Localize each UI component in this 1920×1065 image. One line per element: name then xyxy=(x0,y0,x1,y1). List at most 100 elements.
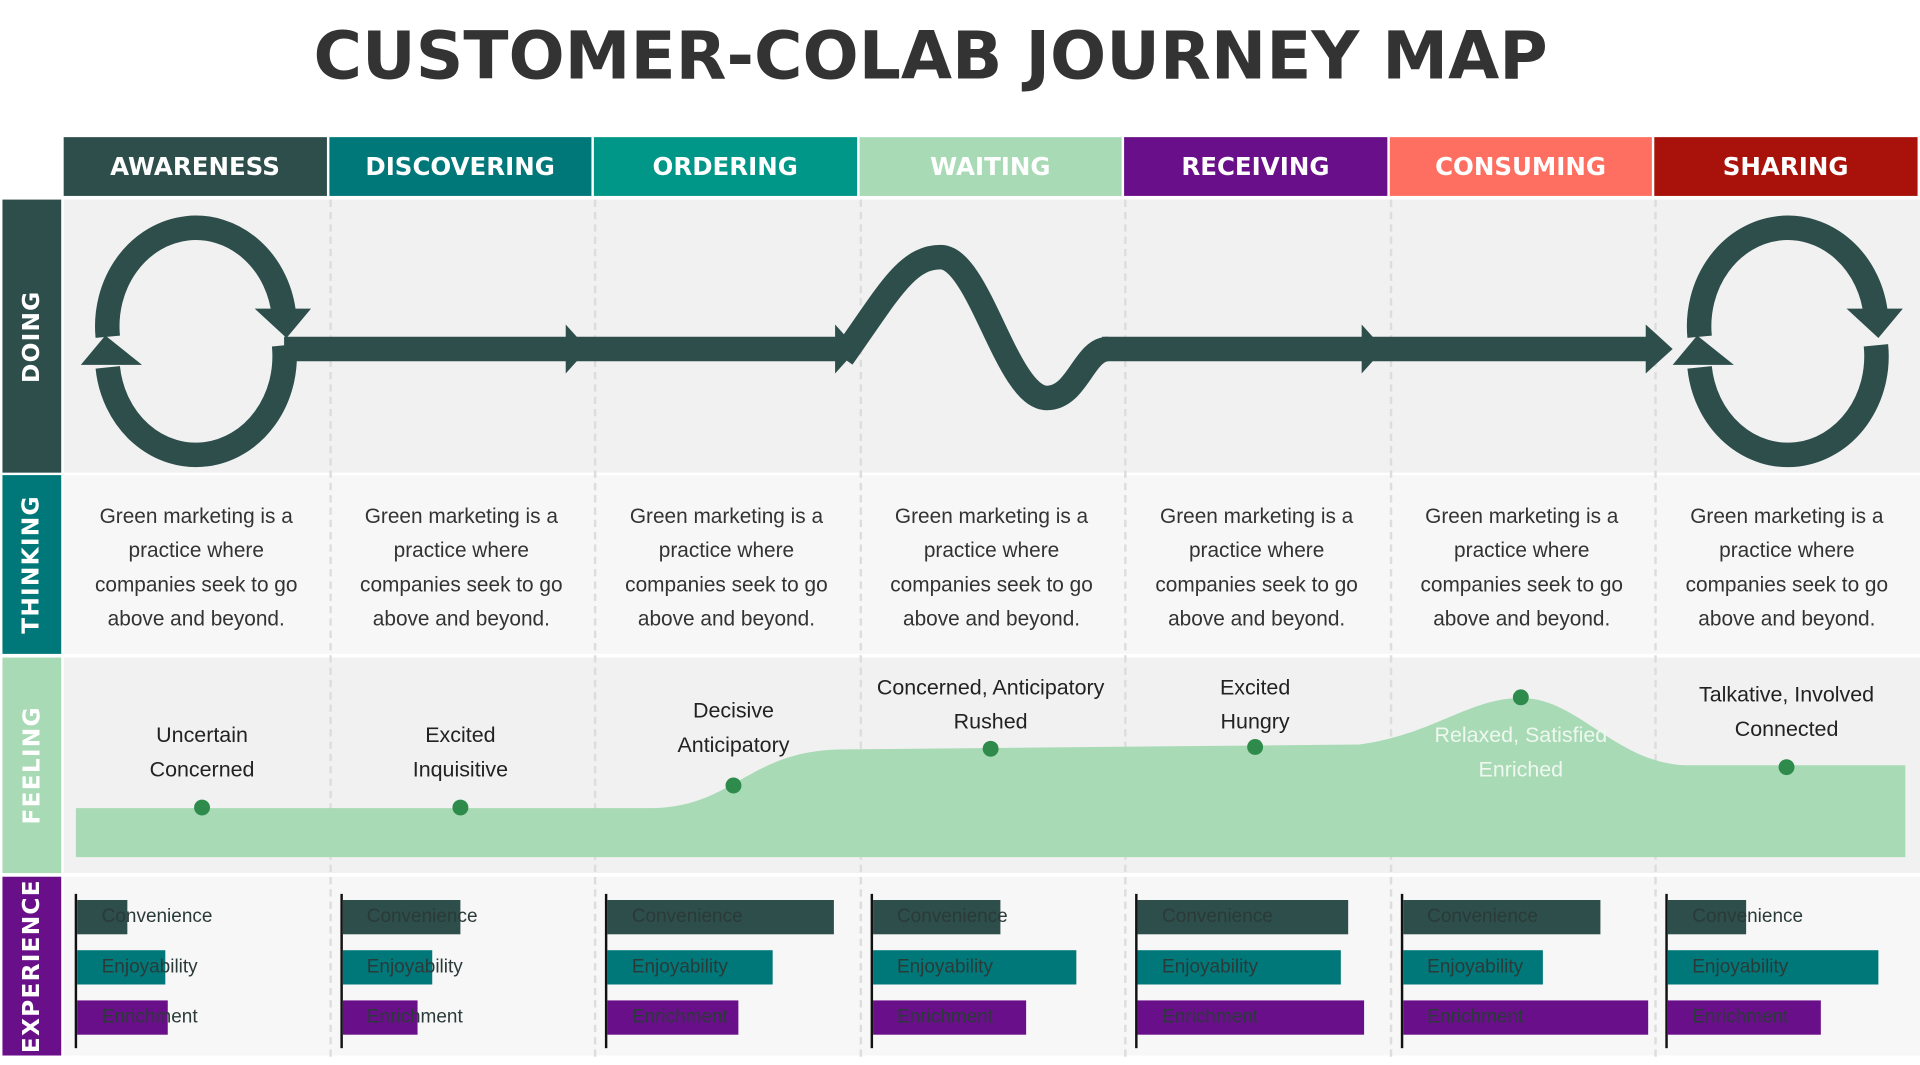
column-divider xyxy=(858,199,862,1057)
thinking-text: Green marketing is a practice where comp… xyxy=(1420,504,1623,631)
experience-bar-enjoyability xyxy=(342,950,433,985)
stage-header-consuming: CONSUMING xyxy=(1389,137,1652,196)
column-divider xyxy=(328,199,332,1057)
stage-header-waiting: WAITING xyxy=(858,137,1122,196)
experience-bar-enjoyability xyxy=(607,950,774,985)
arrowhead-icon xyxy=(254,308,312,338)
stage-header-ordering: ORDERING xyxy=(593,137,857,196)
experience-bars: Convenience Enjoyability Enrichment xyxy=(1135,893,1388,1049)
feeling-label: Decisive Anticipatory xyxy=(599,693,868,762)
loop-arc-top-left xyxy=(95,215,297,338)
experience-bars: Convenience Enjoyability Enrichment xyxy=(1665,893,1918,1049)
feeling-point xyxy=(1778,759,1795,776)
experience-bar-label: Enjoyability xyxy=(1692,956,1789,978)
feeling-line-2: Hungry xyxy=(1220,708,1290,734)
thinking-text: Green marketing is a practice where comp… xyxy=(890,504,1093,631)
arrowhead-icon xyxy=(565,324,588,374)
experience-bar-label: Enjoyability xyxy=(631,956,728,978)
feeling-label: Excited Inquisitive xyxy=(326,718,595,787)
experience-bar-enjoyability xyxy=(77,950,166,985)
experience-bar-label: Convenience xyxy=(1427,906,1538,927)
column-divider xyxy=(593,199,597,1057)
feeling-line-1: Uncertain xyxy=(156,722,248,747)
thinking-text: Green marketing is a practice where comp… xyxy=(94,504,298,631)
feeling-label: Uncertain Concerned xyxy=(67,718,336,787)
arrowhead-icon xyxy=(80,335,143,365)
feeling-label: Talkative, Involved Connected xyxy=(1652,677,1920,746)
page-title: CUSTOMER-COLAB JOURNEY MAP xyxy=(313,17,1548,95)
experience-bar-convenience xyxy=(1667,900,1746,935)
experience-bar-label: Convenience xyxy=(1692,906,1804,927)
experience-bar-label: Enrichment xyxy=(1427,1006,1524,1028)
experience-bar-enrichment xyxy=(1137,1000,1364,1035)
experience-bar-enrichment xyxy=(1402,1000,1649,1035)
thinking-text: Green marketing is a practice where comp… xyxy=(1155,504,1358,631)
experience-bar-enjoyability xyxy=(872,950,1076,985)
arrowhead-icon xyxy=(835,324,858,374)
arrowhead-icon xyxy=(1361,324,1384,374)
feeling-point xyxy=(452,799,469,816)
experience-bar-label: Enrichment xyxy=(631,1006,728,1028)
feeling-point xyxy=(194,799,211,816)
experience-bar-label: Convenience xyxy=(101,906,213,927)
row-label-feeling: FEELING xyxy=(2,657,62,874)
experience-bar-label: Enrichment xyxy=(896,1006,993,1028)
stage-header-discovering: DISCOVERING xyxy=(328,137,592,196)
feeling-point xyxy=(1247,738,1264,755)
experience-bar-enrichment xyxy=(342,1000,418,1035)
experience-bar-enrichment xyxy=(1667,1000,1821,1035)
feeling-line-1: Decisive xyxy=(692,697,774,723)
experience-bars: Convenience Enjoyability Enrichment xyxy=(870,893,1123,1049)
experience-bar-label: Convenience xyxy=(366,906,478,927)
feeling-line-2: Concerned xyxy=(149,756,255,782)
experience-bar-label: Enrichment xyxy=(1162,1006,1259,1028)
feeling-line-2: Inquisitive xyxy=(412,756,509,782)
column-divider xyxy=(1389,199,1392,1057)
loop-arc-top-right xyxy=(1686,215,1889,338)
thinking-band xyxy=(63,475,1920,654)
feeling-point xyxy=(725,777,742,794)
experience-bars: Convenience Enjoyability Enrichment xyxy=(339,893,593,1049)
thinking-text: Green marketing is a practice where comp… xyxy=(360,504,563,631)
experience-bar-enjoyability xyxy=(1667,950,1879,985)
experience-bar-convenience xyxy=(872,900,1001,935)
feeling-line-1: Talkative, Involved xyxy=(1698,682,1875,707)
loop-arc-bottom-right xyxy=(1687,344,1889,468)
experience-bar-label: Enjoyability xyxy=(896,956,993,978)
thinking-text: Green marketing is a practice where comp… xyxy=(1685,504,1889,631)
experience-bar-label: Convenience xyxy=(631,906,743,927)
stage-header-sharing: SHARING xyxy=(1654,137,1917,196)
experience-bar-convenience xyxy=(1402,900,1601,935)
row-label-experience: EXPERIENCE xyxy=(2,876,62,1056)
feeling-label: Relaxed, Satisfied Enriched xyxy=(1386,718,1655,787)
experience-bar-label: Convenience xyxy=(896,906,1008,927)
experience-bar-enjoyability xyxy=(1402,950,1544,985)
feeling-line-1: Excited xyxy=(1219,674,1291,700)
flow-wave xyxy=(832,244,1111,411)
experience-bar-label: Enjoyability xyxy=(366,956,463,978)
experience-bar-convenience xyxy=(77,900,128,935)
experience-bar-convenience xyxy=(607,900,834,935)
arrowhead-icon xyxy=(1846,308,1903,338)
feeling-label: Excited Hungry xyxy=(1120,670,1389,739)
feeling-line-2: Connected xyxy=(1734,716,1839,741)
arrowhead-icon xyxy=(1672,335,1734,365)
row-label-doing: DOING xyxy=(2,199,62,473)
experience-bar-label: Enrichment xyxy=(101,1006,198,1028)
experience-bar-label: Enjoyability xyxy=(1162,956,1259,978)
experience-bar-label: Enjoyability xyxy=(101,956,198,978)
experience-bar-enrichment xyxy=(872,1000,1026,1035)
experience-bar-label: Enrichment xyxy=(1692,1006,1789,1028)
experience-bar-enrichment xyxy=(607,1000,738,1035)
feeling-label: Concerned, Anticipatory Rushed xyxy=(856,670,1125,739)
stage-header-receiving: RECEIVING xyxy=(1124,137,1387,196)
feeling-line-1: Concerned, Anticipatory xyxy=(876,674,1105,700)
arrowhead-icon xyxy=(1645,324,1673,374)
loop-arc-bottom-left xyxy=(95,344,297,468)
experience-bar-label: Convenience xyxy=(1162,906,1273,927)
stage-header-awareness: AWARENESS xyxy=(63,137,327,196)
feeling-area xyxy=(75,697,1906,858)
feeling-point xyxy=(982,740,999,757)
